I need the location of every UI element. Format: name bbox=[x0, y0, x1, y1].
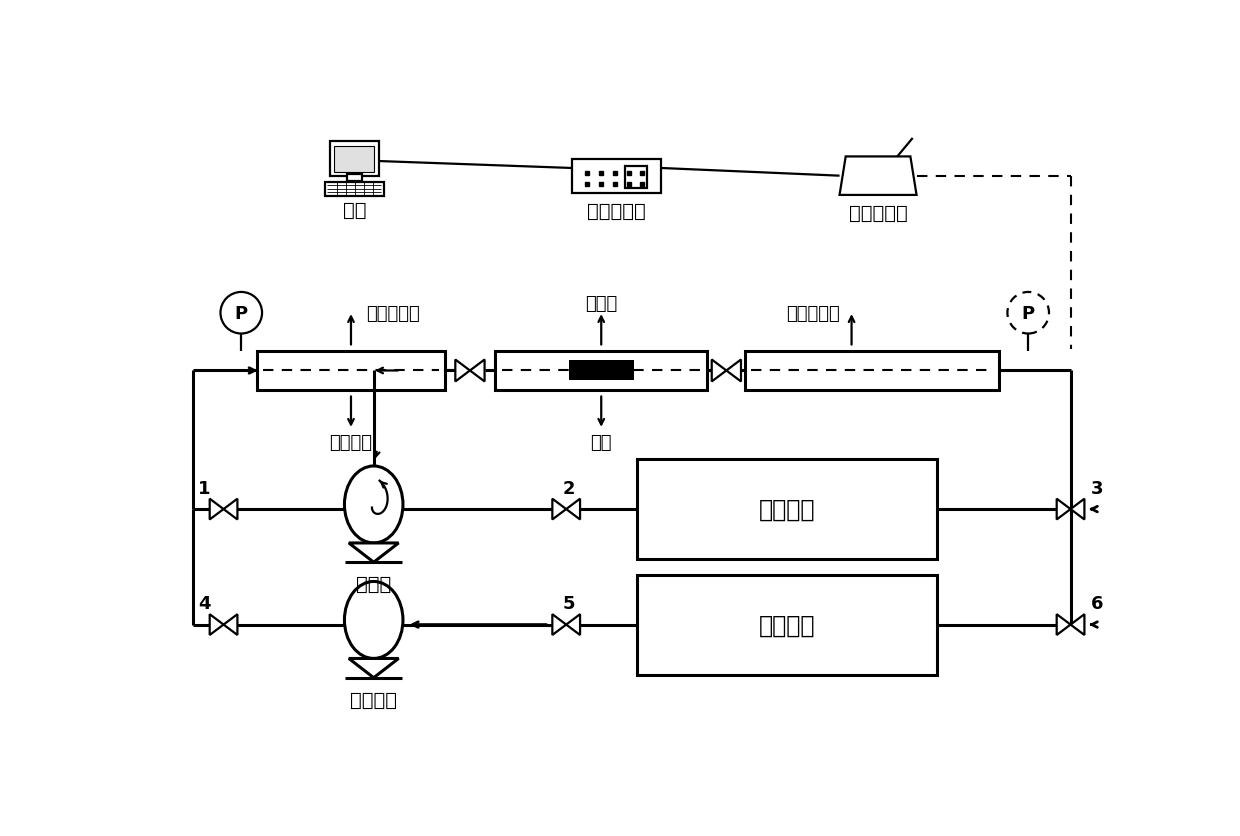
Text: 5: 5 bbox=[562, 594, 575, 612]
Bar bbox=[347, 175, 362, 182]
Text: 恒温油筱: 恒温油筱 bbox=[759, 497, 816, 522]
Polygon shape bbox=[567, 614, 580, 635]
Bar bbox=[745, 352, 999, 390]
Polygon shape bbox=[1056, 614, 1070, 635]
Bar bbox=[330, 142, 379, 176]
Text: P: P bbox=[234, 304, 248, 323]
Text: 出口稳定段: 出口稳定段 bbox=[786, 304, 839, 323]
Polygon shape bbox=[470, 360, 485, 382]
Polygon shape bbox=[567, 499, 580, 520]
Polygon shape bbox=[210, 499, 223, 520]
Polygon shape bbox=[727, 360, 742, 382]
Polygon shape bbox=[1070, 499, 1085, 520]
Text: 电脑: 电脑 bbox=[342, 201, 366, 220]
Text: 2: 2 bbox=[562, 479, 575, 497]
Ellipse shape bbox=[345, 582, 403, 659]
Text: 4: 4 bbox=[198, 594, 211, 612]
Bar bbox=[257, 352, 445, 390]
Polygon shape bbox=[210, 614, 223, 635]
Polygon shape bbox=[455, 360, 470, 382]
Text: 3: 3 bbox=[1091, 479, 1104, 497]
Circle shape bbox=[1007, 293, 1049, 334]
Polygon shape bbox=[348, 543, 398, 563]
Text: P: P bbox=[1022, 304, 1034, 323]
Text: 热油泵: 热油泵 bbox=[356, 574, 392, 594]
Polygon shape bbox=[223, 499, 237, 520]
Text: 循环油泵: 循环油泵 bbox=[350, 690, 397, 709]
Bar bbox=[495, 352, 707, 390]
Text: 6: 6 bbox=[1091, 594, 1104, 612]
Bar bbox=[335, 147, 374, 172]
Circle shape bbox=[221, 293, 262, 334]
Bar bbox=[637, 575, 937, 675]
Text: 测温光纤: 测温光纤 bbox=[330, 434, 372, 451]
Bar bbox=[625, 167, 647, 189]
Polygon shape bbox=[348, 659, 398, 678]
Polygon shape bbox=[839, 157, 916, 196]
Text: 1: 1 bbox=[198, 479, 211, 497]
Text: 缺陷: 缺陷 bbox=[590, 434, 613, 451]
Bar bbox=[569, 361, 634, 381]
Polygon shape bbox=[552, 614, 567, 635]
Text: 数据采集器: 数据采集器 bbox=[587, 201, 646, 221]
Bar bbox=[325, 182, 383, 196]
Polygon shape bbox=[712, 360, 727, 382]
Ellipse shape bbox=[345, 466, 403, 543]
Text: 测试段: 测试段 bbox=[585, 295, 618, 314]
Bar bbox=[572, 161, 661, 194]
Polygon shape bbox=[1056, 499, 1070, 520]
Polygon shape bbox=[552, 499, 567, 520]
Polygon shape bbox=[1070, 614, 1085, 635]
Text: 调制解调器: 调制解调器 bbox=[848, 204, 908, 223]
Polygon shape bbox=[223, 614, 237, 635]
Text: 冷却油筱: 冷却油筱 bbox=[759, 613, 816, 637]
Text: 入口稳定段: 入口稳定段 bbox=[366, 304, 420, 323]
Bar bbox=[637, 460, 937, 559]
